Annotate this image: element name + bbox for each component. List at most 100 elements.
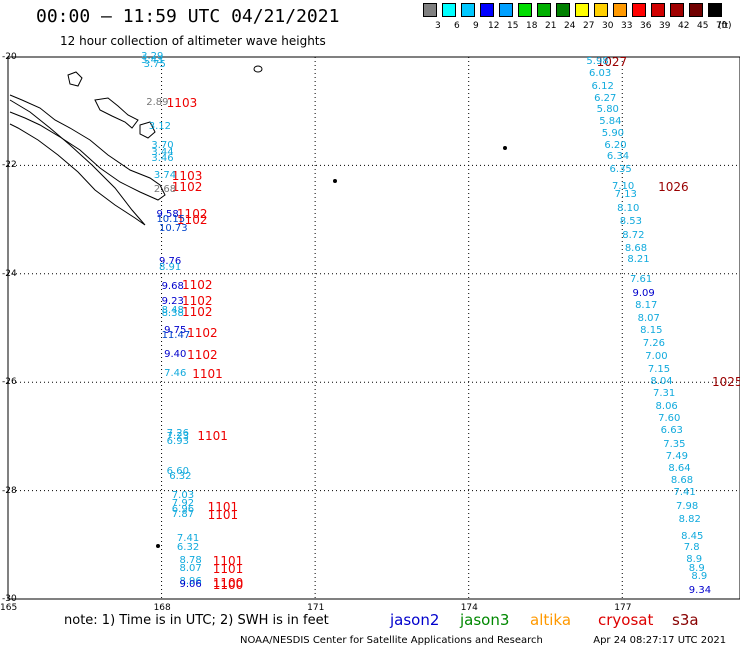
scale-label: 27: [583, 21, 595, 31]
credit-line: NOAA/NESDIS Center for Satellite Applica…: [240, 636, 726, 646]
swh-value: 6.35: [609, 163, 632, 175]
swh-value: 6.60: [166, 465, 189, 477]
swh-value: 8.10: [617, 202, 640, 214]
swh-value: 6.93: [166, 435, 189, 447]
lat-label: -30: [2, 594, 17, 604]
swh-value: 6.63: [660, 424, 683, 436]
swh-value: 9.40: [164, 349, 187, 361]
swh-value: 6.03: [588, 68, 612, 80]
swh-value: 8.15: [640, 324, 663, 336]
swh-value: 8.07: [637, 312, 660, 324]
swh-value: 7.92: [171, 498, 195, 510]
swh-value: 3.75: [143, 59, 166, 71]
lat-label: -26: [2, 377, 17, 388]
pass-time-label: 1101: [192, 367, 223, 382]
lon-label: 174: [460, 603, 478, 613]
scale-swatch: [480, 3, 494, 17]
pass-time-label: 1100: [212, 578, 244, 593]
swh-value: 8.38: [161, 308, 184, 320]
swh-value: 6.96: [171, 503, 195, 515]
coastline: [9, 65, 507, 548]
satellite-altika: altika: [530, 611, 572, 629]
pass-time-label: 1102: [176, 207, 208, 222]
swh-value: 10.15: [156, 213, 186, 225]
swh-value: 8.06: [655, 400, 678, 412]
swh-value: 9.75: [164, 324, 187, 336]
swh-value: 7.35: [663, 438, 686, 450]
lat-label: -22: [2, 160, 17, 171]
scale-label: 24: [564, 21, 576, 31]
scale-swatch: [575, 3, 589, 17]
scale-swatch: [423, 3, 437, 17]
pass-time-label: 1102: [187, 348, 218, 363]
scale-swatch: [632, 3, 646, 17]
swh-value: 9.76: [159, 255, 182, 267]
swh-value: 3.12: [148, 121, 172, 133]
swh-value: 7.8: [683, 541, 700, 553]
swh-value: 6.34: [606, 151, 630, 163]
scale-label: 21: [545, 21, 557, 31]
lat-label: -20: [2, 52, 17, 62]
swh-value: 2.68: [153, 183, 177, 195]
swh-value: 3.29: [141, 51, 164, 62]
lon-label: 165: [0, 603, 18, 613]
swh-value: 7.41: [176, 533, 200, 545]
grid-lines: [8, 57, 740, 599]
swh-value: 8.96: [179, 575, 202, 587]
pass-time-label: 1026: [658, 180, 689, 195]
scale-label: 12: [488, 21, 500, 31]
swh-value: 7.61: [629, 274, 653, 286]
swh-value: 3.46: [151, 152, 174, 164]
pass-time-label: 1102: [182, 304, 213, 319]
swh-value: 5.90: [601, 127, 625, 139]
swh-value: 8.17: [635, 300, 658, 312]
swh-value: 6.20: [604, 140, 627, 152]
swh-value: 5.84: [599, 116, 622, 128]
footer-note: note: 1) Time is in UTC; 2) SWH is in fe…: [64, 613, 329, 628]
swh-value: 7.31: [652, 388, 676, 400]
swh-value: 8.48: [161, 304, 184, 316]
scale-label: 42: [678, 21, 690, 31]
lon-label: 168: [153, 603, 171, 613]
swh-value: 6.32: [176, 541, 200, 553]
lat-label: -24: [2, 268, 17, 279]
satellite-jason3: jason3: [460, 611, 510, 629]
scale-swatch: [537, 3, 551, 17]
swh-value: 7.13: [614, 189, 637, 201]
scale-unit: (ft): [718, 21, 732, 31]
pass-time-label: 1102: [182, 293, 213, 308]
scale-label: 18: [526, 21, 538, 31]
swh-value: 8.68: [624, 243, 648, 255]
swh-value: 5.98: [586, 56, 609, 68]
pass-time-label: 1102: [182, 277, 213, 292]
scale-label: 9: [473, 21, 479, 31]
swh-value: 9.58: [156, 209, 179, 221]
swh-value: 9.68: [161, 281, 184, 293]
scale-swatch: [518, 3, 532, 17]
pass-time-label: 1101: [197, 429, 228, 444]
satellite-s3a: s3a: [672, 611, 699, 629]
pass-time-label: 1102: [176, 212, 208, 227]
swh-value: 3.44: [151, 147, 174, 159]
swh-value: 2.89: [146, 97, 169, 109]
scale-swatch: [461, 3, 475, 17]
scale-swatch: [651, 3, 665, 17]
swh-value: 8.78: [179, 555, 202, 567]
pass-time-label: 1101: [212, 562, 244, 577]
swh-value: 7.49: [665, 450, 689, 462]
swh-value: 8.9: [686, 553, 703, 565]
map-title: 00:00 – 11:59 UTC 04/21/2021: [36, 6, 340, 27]
swh-value: 7.15: [647, 363, 671, 375]
lat-label: -28: [2, 485, 17, 496]
swh-value: 7.26: [642, 338, 665, 350]
scale-label: 39: [659, 21, 671, 31]
swh-value: 8.9: [691, 571, 708, 583]
pass-time-label: 1102: [187, 326, 218, 341]
scale-label: 33: [621, 21, 633, 31]
pass-time-label: 1102: [171, 180, 203, 195]
swh-value: 9.34: [688, 584, 712, 596]
swh-value: 8.64: [668, 462, 691, 474]
map-subtitle: 12 hour collection of altimeter wave hei…: [60, 34, 326, 48]
swh-value: 3.43: [141, 55, 164, 67]
